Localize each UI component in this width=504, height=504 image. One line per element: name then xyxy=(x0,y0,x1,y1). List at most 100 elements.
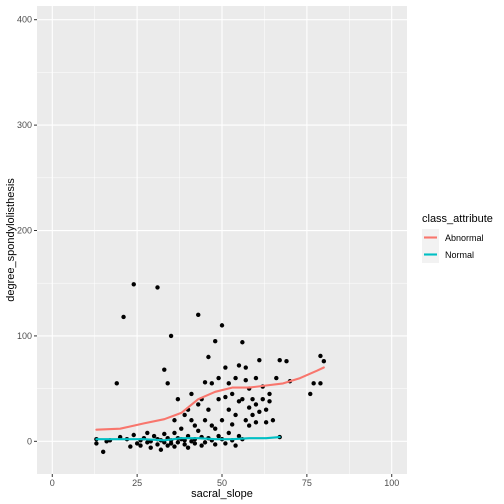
data-point xyxy=(318,353,323,359)
data-point xyxy=(233,412,238,418)
x-tick-label: 0 xyxy=(50,478,55,488)
data-point xyxy=(253,420,259,425)
data-point xyxy=(229,391,235,397)
data-point xyxy=(267,399,272,404)
data-point xyxy=(192,441,198,446)
data-point xyxy=(158,447,164,452)
data-point xyxy=(182,412,187,418)
data-point xyxy=(145,430,150,436)
data-point xyxy=(131,432,136,438)
data-point xyxy=(175,440,181,445)
data-point xyxy=(267,391,272,397)
data-point xyxy=(172,430,177,436)
data-point xyxy=(145,440,150,445)
data-point xyxy=(179,426,184,431)
data-point xyxy=(270,418,276,423)
y-tick-label: 300 xyxy=(17,120,32,130)
data-point xyxy=(311,381,316,386)
data-point xyxy=(216,396,221,402)
data-point xyxy=(219,323,225,328)
data-point xyxy=(121,314,126,320)
data-point xyxy=(189,418,194,423)
data-point xyxy=(196,312,201,318)
data-point xyxy=(172,418,177,423)
data-point xyxy=(189,391,194,397)
data-point xyxy=(202,418,208,423)
data-point xyxy=(240,396,245,402)
data-point xyxy=(257,409,262,415)
data-point xyxy=(229,422,235,427)
data-point xyxy=(196,428,201,433)
axis-tick-labels: 0 25 50 75 100 0 100 200 300 400 xyxy=(17,15,399,488)
data-point xyxy=(155,285,160,290)
data-point xyxy=(162,367,167,372)
data-point xyxy=(246,405,252,410)
axis-ticks xyxy=(34,19,393,477)
data-point xyxy=(243,418,248,423)
data-point xyxy=(168,441,174,446)
x-tick-label: 100 xyxy=(384,478,399,488)
data-point xyxy=(274,375,279,381)
data-point xyxy=(263,420,269,425)
data-point xyxy=(192,423,198,428)
data-point xyxy=(131,282,136,287)
data-point xyxy=(213,442,218,447)
data-point xyxy=(250,412,255,418)
legend: class_attribute Abnormal Normal xyxy=(422,213,493,263)
data-point xyxy=(209,381,215,386)
data-point xyxy=(226,381,231,386)
data-point xyxy=(216,375,221,381)
data-point xyxy=(284,359,289,364)
data-point xyxy=(175,396,181,402)
x-axis-title: sacral_slope xyxy=(191,488,253,500)
data-point xyxy=(243,365,248,370)
data-point xyxy=(162,431,167,437)
data-point xyxy=(182,442,187,447)
data-point xyxy=(155,442,160,447)
data-point xyxy=(240,340,245,345)
data-point xyxy=(172,444,177,449)
data-point xyxy=(257,357,262,363)
y-tick-label: 0 xyxy=(27,436,32,446)
data-point xyxy=(260,396,265,402)
data-point xyxy=(263,407,269,412)
data-point xyxy=(321,359,327,364)
data-point xyxy=(206,354,211,360)
data-point xyxy=(277,357,282,363)
data-point xyxy=(94,441,99,446)
data-point xyxy=(165,443,170,448)
data-point xyxy=(134,441,140,446)
smooth-line-abnormal xyxy=(95,366,325,431)
data-point xyxy=(202,440,208,445)
data-point xyxy=(236,399,242,404)
data-point xyxy=(168,333,174,339)
data-point xyxy=(148,445,153,450)
data-point xyxy=(189,439,194,444)
x-tick-label: 50 xyxy=(217,478,227,488)
data-point xyxy=(233,443,238,448)
data-point xyxy=(223,441,228,446)
data-point xyxy=(199,443,204,448)
data-point xyxy=(202,380,208,385)
data-point xyxy=(236,433,242,439)
y-tick-label: 100 xyxy=(17,331,32,341)
data-point xyxy=(219,418,225,423)
y-tick-label: 200 xyxy=(17,226,32,236)
x-tick-label: 25 xyxy=(132,478,142,488)
legend-label: Abnormal xyxy=(445,233,484,243)
data-point xyxy=(185,445,191,450)
data-point xyxy=(206,407,211,412)
data-point xyxy=(233,375,238,381)
data-point xyxy=(100,449,106,455)
legend-title: class_attribute xyxy=(422,213,493,225)
data-point xyxy=(226,407,231,412)
data-point xyxy=(213,338,218,344)
data-point xyxy=(250,396,255,402)
y-axis-title: degree_spondylolisthesis xyxy=(5,178,17,302)
data-point xyxy=(253,375,259,381)
x-tick-label: 75 xyxy=(302,478,312,488)
data-point xyxy=(246,423,252,428)
data-point xyxy=(196,402,201,407)
data-point xyxy=(308,391,313,397)
